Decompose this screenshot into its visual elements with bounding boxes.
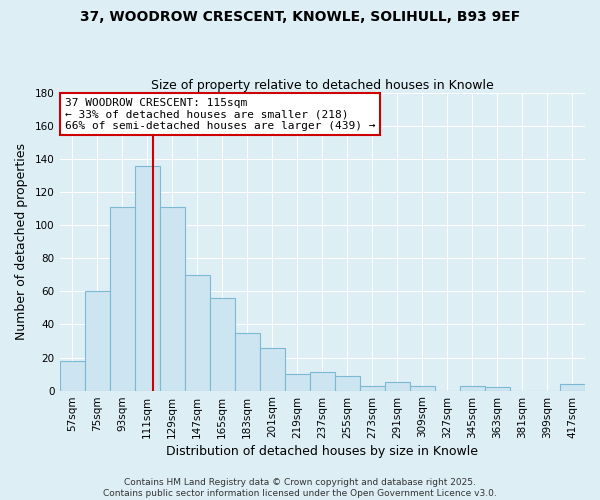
Y-axis label: Number of detached properties: Number of detached properties — [15, 144, 28, 340]
Title: Size of property relative to detached houses in Knowle: Size of property relative to detached ho… — [151, 79, 494, 92]
Bar — [485, 388, 510, 390]
Bar — [185, 275, 209, 390]
Bar — [260, 348, 285, 391]
Bar — [134, 166, 160, 390]
Bar — [285, 374, 310, 390]
Text: Contains HM Land Registry data © Crown copyright and database right 2025.
Contai: Contains HM Land Registry data © Crown c… — [103, 478, 497, 498]
Bar — [560, 384, 585, 390]
Bar — [360, 386, 385, 390]
Bar — [385, 382, 410, 390]
Text: 37, WOODROW CRESCENT, KNOWLE, SOLIHULL, B93 9EF: 37, WOODROW CRESCENT, KNOWLE, SOLIHULL, … — [80, 10, 520, 24]
Bar — [85, 292, 110, 390]
Bar — [235, 332, 260, 390]
X-axis label: Distribution of detached houses by size in Knowle: Distribution of detached houses by size … — [166, 444, 478, 458]
Text: 37 WOODROW CRESCENT: 115sqm
← 33% of detached houses are smaller (218)
66% of se: 37 WOODROW CRESCENT: 115sqm ← 33% of det… — [65, 98, 376, 131]
Bar — [335, 376, 360, 390]
Bar — [160, 207, 185, 390]
Bar — [209, 298, 235, 390]
Bar — [410, 386, 435, 390]
Bar — [310, 372, 335, 390]
Bar — [460, 386, 485, 390]
Bar — [59, 361, 85, 390]
Bar — [110, 207, 134, 390]
